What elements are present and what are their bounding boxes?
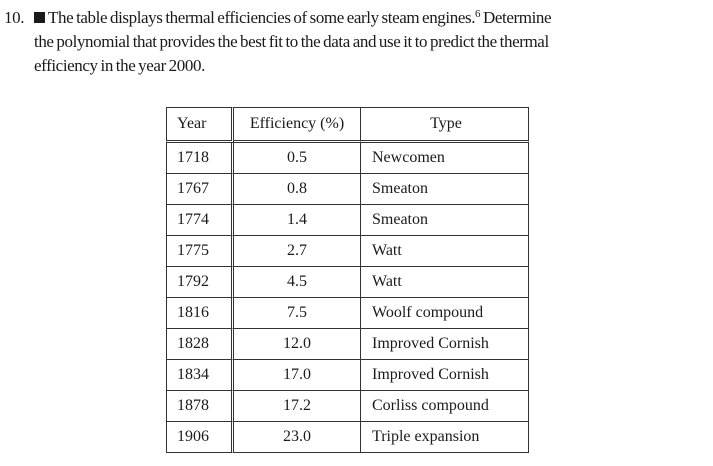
header-efficiency: Efficiency (%) bbox=[234, 107, 361, 143]
header-type: Type bbox=[361, 107, 529, 143]
table-row: 1775 2.7 Watt bbox=[166, 236, 529, 267]
table-row: 1774 1.4 Smeaton bbox=[166, 205, 529, 236]
table-row: 1767 0.8 Smeaton bbox=[166, 174, 529, 205]
problem-statement: 10. The table displays thermal efficienci… bbox=[4, 6, 704, 78]
footnote-marker: 6 bbox=[475, 8, 481, 20]
header-year: Year bbox=[166, 107, 234, 143]
table-row: 1718 0.5 Newcomen bbox=[166, 143, 529, 174]
problem-number: 10. bbox=[4, 8, 25, 27]
table-row: 1834 17.0 Improved Cornish bbox=[166, 360, 529, 391]
table-row: 1816 7.5 Woolf compound bbox=[166, 298, 529, 329]
table-row: 1878 17.2 Corliss compound bbox=[166, 391, 529, 422]
filled-square-icon bbox=[34, 12, 45, 23]
table-row: 1828 12.0 Improved Cornish bbox=[166, 329, 529, 360]
problem-line-2: the polynomial that provides the best fi… bbox=[34, 32, 549, 51]
table-row: 1792 4.5 Watt bbox=[166, 267, 529, 298]
problem-line-3: efficiency in the year 2000. bbox=[34, 56, 205, 75]
problem-line-1: 10. The table displays thermal efficienci… bbox=[4, 6, 704, 30]
table-header-row: Year Efficiency (%) Type bbox=[166, 107, 529, 143]
steam-engine-table: Year Efficiency (%) Type 1718 0.5 Newcomen… bbox=[166, 107, 529, 453]
table-row: 1906 23.0 Triple expansion bbox=[166, 422, 529, 453]
